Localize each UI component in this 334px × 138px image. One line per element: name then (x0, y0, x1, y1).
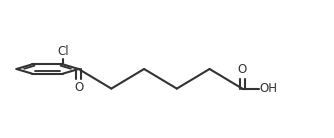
Text: O: O (238, 63, 247, 76)
Text: OH: OH (260, 82, 278, 95)
Text: Cl: Cl (57, 45, 69, 58)
Text: O: O (74, 81, 83, 94)
